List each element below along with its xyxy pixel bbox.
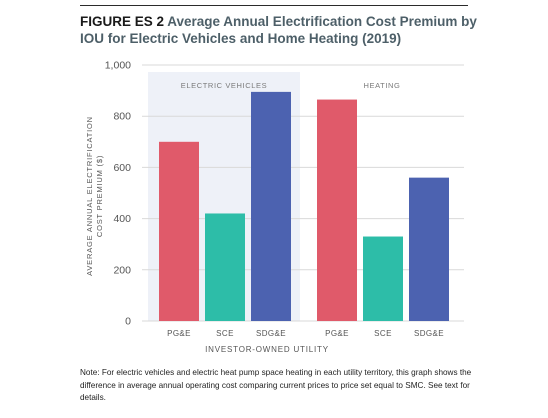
- group-label: HEATING: [364, 81, 401, 90]
- figure-label: FIGURE ES 2: [80, 14, 165, 29]
- bars: [159, 91, 449, 321]
- y-tick-label: 200: [113, 264, 131, 276]
- y-tick-label: 1,000: [105, 60, 131, 72]
- y-tick-label: 800: [113, 111, 131, 123]
- x-tick-label: PG&E: [325, 329, 349, 338]
- x-axis-label: INVESTOR-OWNED UTILITY: [205, 345, 329, 354]
- group-label: ELECTRIC VEHICLES: [181, 81, 267, 90]
- x-tick-label: SCE: [216, 329, 234, 338]
- y-tick-label: 400: [113, 213, 131, 225]
- y-axis-label: COST PREMIUM ($): [95, 155, 104, 237]
- bar: [159, 141, 199, 321]
- x-tick-label: PG&E: [167, 329, 191, 338]
- y-tick-label: 600: [113, 162, 131, 174]
- footnote: Note: For electric vehicles and electric…: [80, 368, 472, 402]
- x-tick-label: SCE: [374, 329, 392, 338]
- y-tick-label: 0: [125, 316, 131, 328]
- bar: [251, 91, 291, 321]
- bar: [317, 99, 357, 321]
- y-axis-label: AVERAGE ANNUAL ELECTRIFICATION: [85, 116, 94, 276]
- bar: [363, 236, 403, 321]
- top-rule: [80, 5, 468, 6]
- x-tick-label: SDG&E: [256, 329, 286, 338]
- figure-title-text: Average Annual Electrification Cost Prem…: [80, 14, 477, 46]
- x-tick-label: SDG&E: [414, 329, 444, 338]
- bar: [409, 177, 449, 321]
- bar: [205, 213, 245, 321]
- chart-labels: 0 200 400 600 800 1,000 ELECTRIC VEHICLES PG&E S…: [85, 60, 444, 355]
- figure-title: FIGURE ES 2 Average Annual Electrificati…: [80, 13, 480, 47]
